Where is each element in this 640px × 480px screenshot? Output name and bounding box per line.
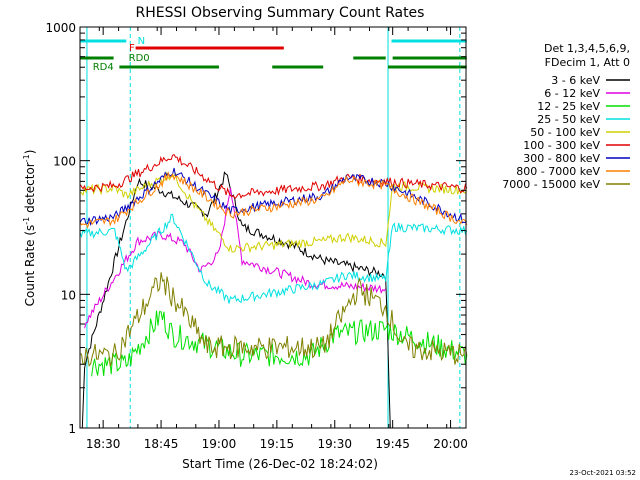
y-axis-ticks: 1 10 100 1000	[45, 21, 466, 436]
x-tick-label: 19:15	[260, 437, 295, 451]
legend-label: 25 - 50 keV	[537, 113, 600, 126]
legend-label: 6 - 12 keV	[544, 87, 600, 100]
x-axis-ticks: 18:30 18:45 19:00 19:15 19:30 19:45 20:00	[86, 27, 468, 451]
series-line-7	[79, 167, 468, 227]
x-tick-label: 19:30	[317, 437, 352, 451]
legend-header-line-1: Det 1,3,4,5,6,9,	[544, 42, 630, 55]
flag-label-rd4: RD4	[93, 62, 114, 73]
legend-label: 50 - 100 keV	[530, 126, 600, 139]
x-tick-label: 18:30	[86, 437, 121, 451]
series-line-2	[84, 188, 387, 329]
plot-frame	[79, 26, 467, 429]
footer-timestamp: 23-Oct-2021 03:52	[570, 469, 636, 477]
y-tick-label: 1000	[45, 21, 76, 35]
flag-label-rd0: RD0	[129, 53, 150, 64]
legend-label: 100 - 300 keV	[523, 139, 600, 152]
legend-label: 800 - 7000 keV	[516, 165, 600, 178]
x-tick-label: 19:45	[375, 437, 410, 451]
legend-label: 3 - 6 keV	[551, 74, 600, 87]
legend-label: 12 - 25 keV	[537, 100, 600, 113]
chart-title: RHESSI Observing Summary Count Rates	[136, 5, 425, 21]
x-axis-label: Start Time (26-Dec-02 18:24:02)	[182, 457, 378, 471]
series-line-6	[79, 153, 468, 200]
x-tick-label: 19:00	[202, 437, 237, 451]
x-tick-label: 20:00	[433, 437, 468, 451]
y-tick-label: 1	[68, 422, 76, 436]
series-line-9	[79, 272, 468, 367]
series-line-3	[91, 310, 468, 377]
legend-label: 300 - 800 keV	[523, 152, 600, 165]
y-tick-label: 10	[61, 288, 76, 302]
series-line-5	[79, 171, 468, 254]
y-axis-label: Count Rate (s-1 detector-1)	[22, 150, 37, 307]
series-line-8	[79, 171, 468, 229]
x-tick-label: 18:45	[144, 437, 179, 451]
flag-label-n: N	[138, 36, 145, 47]
flag-label-f: F	[129, 43, 135, 54]
legend-label: 7000 - 15000 keV	[502, 178, 600, 191]
series-line-4	[79, 213, 468, 304]
series-lines	[79, 153, 468, 429]
y-tick-label: 100	[53, 155, 76, 169]
legend-header-line-2: FDecim 1, Att 0	[545, 56, 630, 69]
time-markers	[86, 27, 461, 428]
